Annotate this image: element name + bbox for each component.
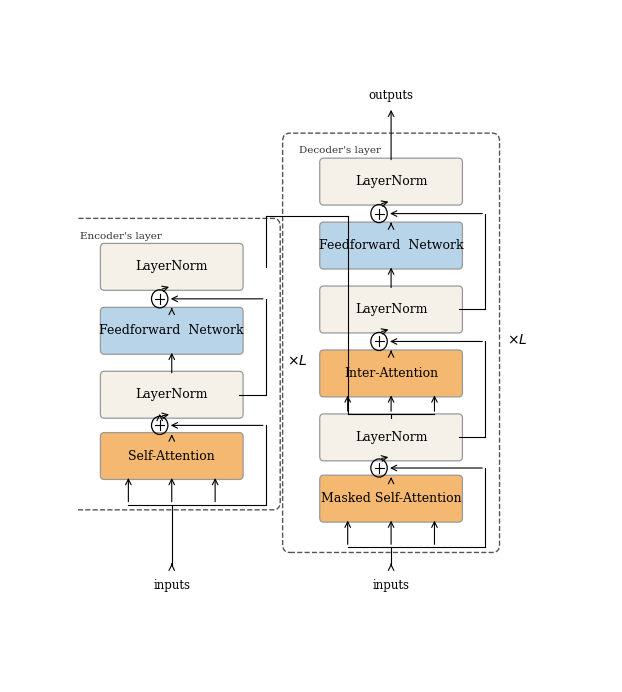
Text: LayerNorm: LayerNorm bbox=[355, 431, 427, 444]
FancyBboxPatch shape bbox=[320, 350, 462, 397]
FancyBboxPatch shape bbox=[100, 432, 243, 480]
Text: Feedforward  Network: Feedforward Network bbox=[318, 239, 463, 252]
Text: inputs: inputs bbox=[373, 579, 409, 592]
FancyBboxPatch shape bbox=[100, 372, 243, 418]
Text: Feedforward  Network: Feedforward Network bbox=[100, 325, 244, 337]
Text: LayerNorm: LayerNorm bbox=[355, 303, 427, 316]
Text: LayerNorm: LayerNorm bbox=[136, 388, 208, 401]
Text: $\times \mathit{L}$: $\times \mathit{L}$ bbox=[287, 354, 308, 368]
FancyBboxPatch shape bbox=[320, 286, 462, 333]
Text: outputs: outputs bbox=[369, 89, 414, 102]
FancyBboxPatch shape bbox=[320, 414, 462, 461]
Text: Self-Attention: Self-Attention bbox=[128, 450, 215, 462]
FancyBboxPatch shape bbox=[320, 475, 462, 522]
Text: Inter-Attention: Inter-Attention bbox=[344, 367, 438, 380]
Text: $\times \mathit{L}$: $\times \mathit{L}$ bbox=[507, 333, 527, 347]
Text: LayerNorm: LayerNorm bbox=[355, 175, 427, 188]
Text: inputs: inputs bbox=[153, 579, 190, 592]
Text: Masked Self-Attention: Masked Self-Attention bbox=[321, 492, 462, 505]
FancyBboxPatch shape bbox=[100, 244, 243, 291]
Text: LayerNorm: LayerNorm bbox=[136, 260, 208, 273]
Text: Decoder's layer: Decoder's layer bbox=[300, 147, 381, 156]
FancyBboxPatch shape bbox=[320, 158, 462, 205]
FancyBboxPatch shape bbox=[100, 307, 243, 354]
Text: Encoder's layer: Encoder's layer bbox=[80, 232, 162, 241]
FancyBboxPatch shape bbox=[320, 222, 462, 269]
